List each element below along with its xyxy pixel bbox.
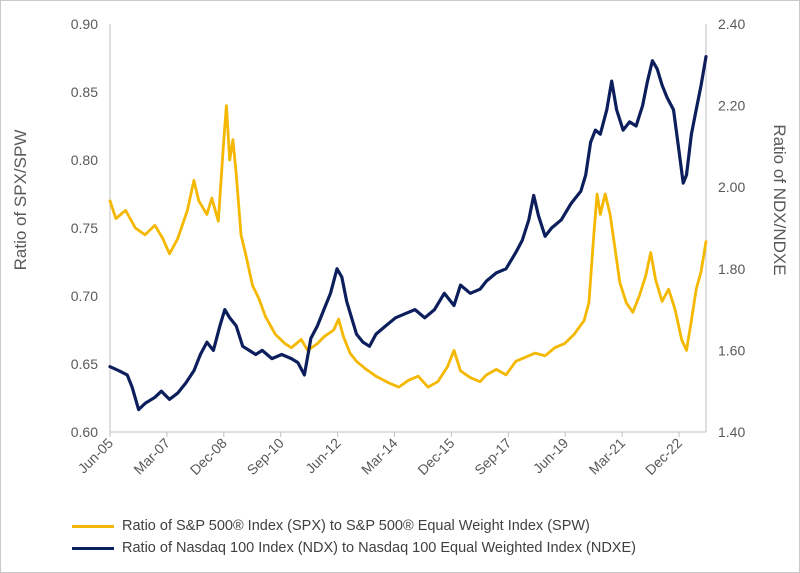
- right-tick-label: 1.60: [718, 342, 745, 358]
- right-tick-label: 2.40: [718, 16, 745, 32]
- x-tick-label: Mar-21: [586, 435, 629, 478]
- series-line-spx-spw: [108, 104, 708, 389]
- x-tick-label: Dec-22: [642, 435, 685, 478]
- right-tick-label: 2.00: [718, 179, 745, 195]
- left-axis-title: Ratio of SPX/SPW: [11, 130, 30, 271]
- right-tick-label: 2.20: [718, 98, 745, 114]
- left-tick-label: 0.60: [71, 424, 98, 440]
- left-tick-label: 0.90: [71, 16, 98, 32]
- right-axis-title: Ratio of NDX/NDXE: [770, 124, 789, 275]
- plot-area: [109, 24, 707, 433]
- right-tick-label: 1.80: [718, 261, 745, 277]
- legend-label-ndx: Ratio of Nasdaq 100 Index (NDX) to Nasda…: [122, 540, 636, 556]
- x-axis: Jun-05 Mar-07 Dec-08 Sep-10 Jun-12 Mar-14 Dec-…: [75, 432, 685, 478]
- legend-swatch-ndx: [72, 546, 114, 550]
- legend-swatch-spx: [72, 524, 114, 528]
- x-tick-label: Jun-19: [530, 435, 572, 477]
- x-tick-label: Jun-12: [302, 435, 344, 477]
- left-tick-label: 0.75: [71, 220, 98, 236]
- x-tick-label: Sep-10: [244, 435, 287, 478]
- x-tick-label: Dec-08: [187, 435, 230, 478]
- left-tick-label: 0.80: [71, 152, 98, 168]
- left-tick-label: 0.65: [71, 356, 98, 372]
- left-y-axis: 0.60 0.65 0.70 0.75 0.80 0.85 0.90: [71, 16, 98, 440]
- legend-item-ndx: Ratio of Nasdaq 100 Index (NDX) to Nasda…: [72, 537, 772, 559]
- x-tick-label: Sep-17: [471, 435, 514, 478]
- legend: Ratio of S&P 500® Index (SPX) to S&P 500…: [72, 515, 772, 559]
- left-tick-label: 0.85: [71, 84, 98, 100]
- series-line-ndx-ndxe: [108, 55, 708, 412]
- x-tick-label: Mar-14: [358, 435, 401, 478]
- legend-label-spx: Ratio of S&P 500® Index (SPX) to S&P 500…: [122, 518, 590, 534]
- x-tick-label: Dec-15: [414, 435, 457, 478]
- legend-item-spx: Ratio of S&P 500® Index (SPX) to S&P 500…: [72, 515, 772, 537]
- series-group: [108, 55, 708, 412]
- right-tick-label: 1.40: [718, 424, 745, 440]
- right-y-axis: 1.40 1.60 1.80 2.00 2.20 2.40: [718, 16, 745, 440]
- left-tick-label: 0.70: [71, 288, 98, 304]
- x-tick-label: Mar-07: [130, 435, 173, 478]
- x-tick-label: Jun-05: [75, 435, 117, 477]
